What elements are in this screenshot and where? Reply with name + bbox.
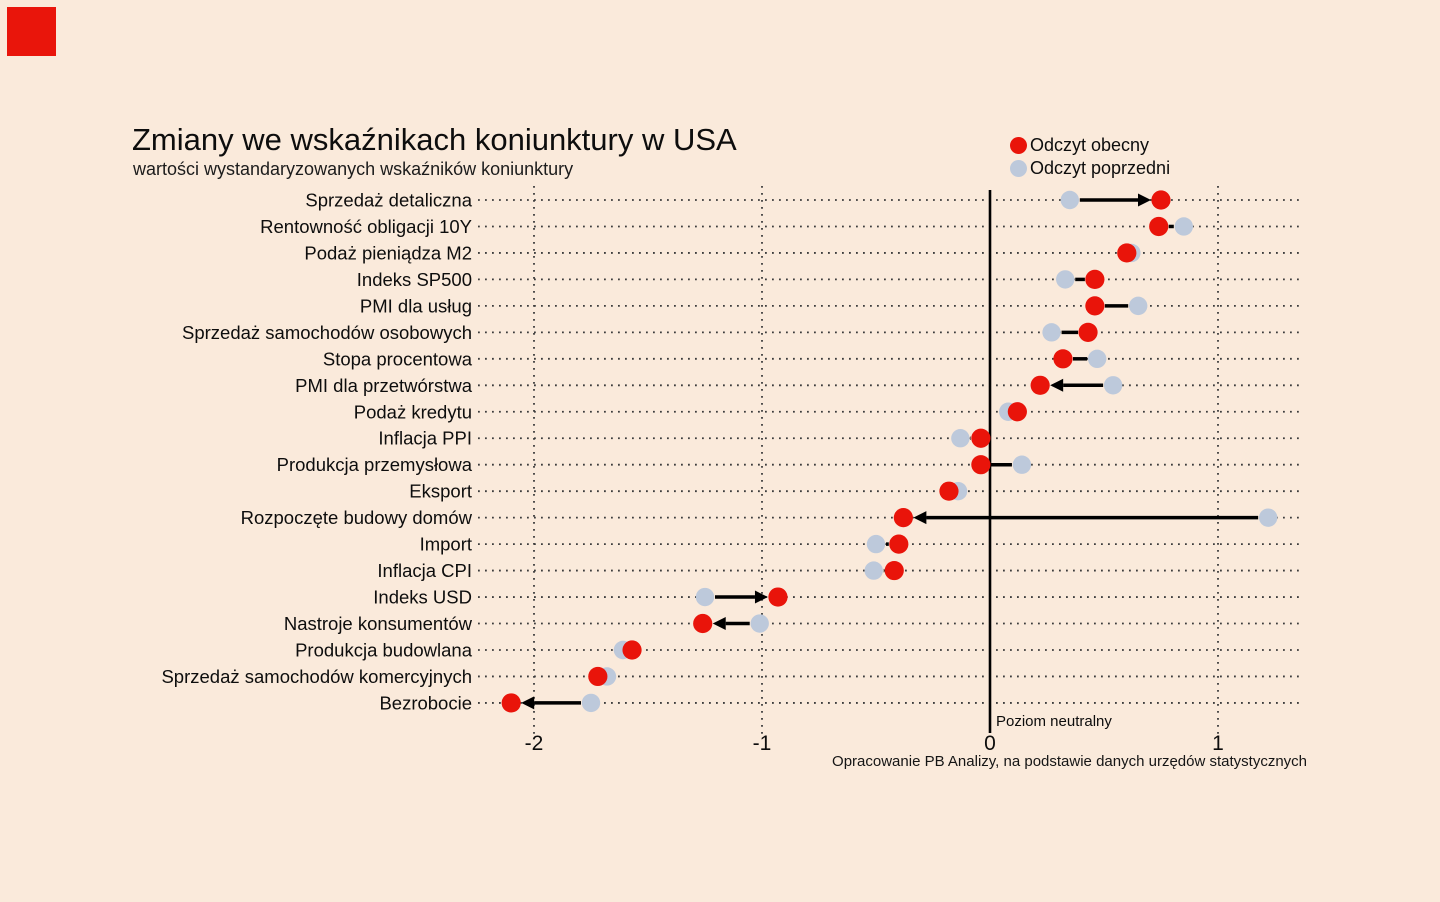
row-label: Indeks USD bbox=[373, 587, 472, 608]
row-label: Bezrobocie bbox=[379, 692, 472, 713]
previous-dot bbox=[866, 534, 886, 554]
arrowhead bbox=[1050, 378, 1064, 392]
row-label: Nastroje konsumentów bbox=[284, 613, 473, 634]
previous-reading-dot-icon bbox=[1010, 160, 1027, 177]
current-dot bbox=[893, 508, 913, 528]
row-label: PMI dla przetwórstwa bbox=[295, 375, 473, 396]
row-label: Sprzedaż samochodów osobowych bbox=[182, 322, 472, 343]
current-dot bbox=[588, 666, 608, 687]
arrowhead bbox=[754, 590, 768, 604]
previous-dot bbox=[1056, 270, 1075, 289]
current-reading-dot-icon bbox=[1010, 137, 1027, 154]
current-dot bbox=[971, 428, 991, 448]
previous-dot bbox=[1129, 296, 1148, 316]
current-dot bbox=[1117, 243, 1137, 263]
current-dot bbox=[1007, 402, 1027, 422]
current-dot bbox=[501, 693, 521, 713]
current-dot bbox=[1151, 190, 1171, 210]
arrowhead bbox=[521, 696, 535, 710]
previous-dot bbox=[951, 429, 970, 448]
row-label: Import bbox=[420, 534, 472, 555]
previous-dot bbox=[581, 693, 601, 713]
legend-item-current: Odczyt obecny bbox=[1010, 134, 1170, 157]
previous-dot bbox=[1060, 190, 1080, 210]
pb-logo-square bbox=[7, 7, 56, 56]
previous-dot bbox=[1012, 455, 1032, 474]
previous-dot bbox=[1174, 217, 1194, 236]
row-label: Indeks SP500 bbox=[357, 269, 472, 290]
page-title: Zmiany we wskaźnikach koniunktury w USA bbox=[132, 122, 737, 157]
legend-label-current: Odczyt obecny bbox=[1030, 135, 1150, 155]
current-dot bbox=[768, 587, 788, 607]
row-label: Inflacja PPI bbox=[378, 428, 472, 449]
chart-legend: Odczyt obecny Odczyt poprzedni bbox=[1010, 134, 1170, 180]
chart-subtitle: wartości wystandaryzowanych wskaźników k… bbox=[133, 159, 574, 179]
current-dot bbox=[884, 560, 904, 581]
previous-dot bbox=[750, 614, 769, 633]
row-label: Stopa procentowa bbox=[323, 348, 473, 369]
current-dot bbox=[939, 481, 959, 501]
row-label: Podaż pieniądza M2 bbox=[304, 242, 472, 263]
row-label: Produkcja budowlana bbox=[295, 639, 473, 660]
current-dot bbox=[622, 640, 642, 660]
previous-dot bbox=[864, 561, 883, 580]
row-label: Rozpoczęte budowy domów bbox=[241, 507, 473, 528]
neutral-line-label: Poziom neutralny bbox=[996, 713, 1112, 730]
previous-dot bbox=[1042, 323, 1061, 342]
x-tick-label: 0 bbox=[984, 732, 996, 755]
row-label: Inflacja CPI bbox=[377, 560, 472, 581]
previous-dot bbox=[1087, 349, 1107, 369]
current-dot bbox=[1149, 216, 1169, 237]
source-note: Opracowanie PB Analizy, na podstawie dan… bbox=[832, 753, 1307, 770]
current-dot bbox=[693, 613, 713, 634]
current-dot bbox=[971, 455, 991, 475]
current-dot bbox=[1030, 375, 1050, 395]
previous-dot bbox=[695, 587, 715, 607]
current-dot bbox=[1085, 269, 1105, 290]
row-label: Podaż kredytu bbox=[354, 401, 472, 422]
previous-dot bbox=[1103, 376, 1123, 395]
legend-label-previous: Odczyt poprzedni bbox=[1030, 158, 1171, 178]
row-label: Eksport bbox=[409, 481, 472, 502]
row-label: PMI dla usług bbox=[360, 295, 472, 316]
legend-item-previous: Odczyt poprzedni bbox=[1010, 157, 1170, 180]
row-label: Sprzedaż samochodów komercyjnych bbox=[161, 666, 472, 687]
current-dot bbox=[889, 534, 909, 554]
row-label: Rentowność obligacji 10Y bbox=[260, 216, 472, 237]
arrowhead bbox=[712, 617, 726, 631]
arrowhead bbox=[1138, 193, 1151, 207]
current-dot bbox=[1053, 349, 1073, 369]
arrowhead bbox=[913, 511, 927, 525]
x-tick-label: -2 bbox=[525, 732, 544, 755]
current-dot bbox=[1078, 322, 1098, 342]
row-label: Sprzedaż detaliczna bbox=[305, 190, 472, 211]
row-label: Produkcja przemysłowa bbox=[277, 454, 473, 475]
previous-dot bbox=[1258, 508, 1278, 527]
x-tick-label: -1 bbox=[753, 732, 772, 755]
x-tick-label: 1 bbox=[1212, 732, 1224, 755]
current-dot bbox=[1085, 296, 1105, 316]
